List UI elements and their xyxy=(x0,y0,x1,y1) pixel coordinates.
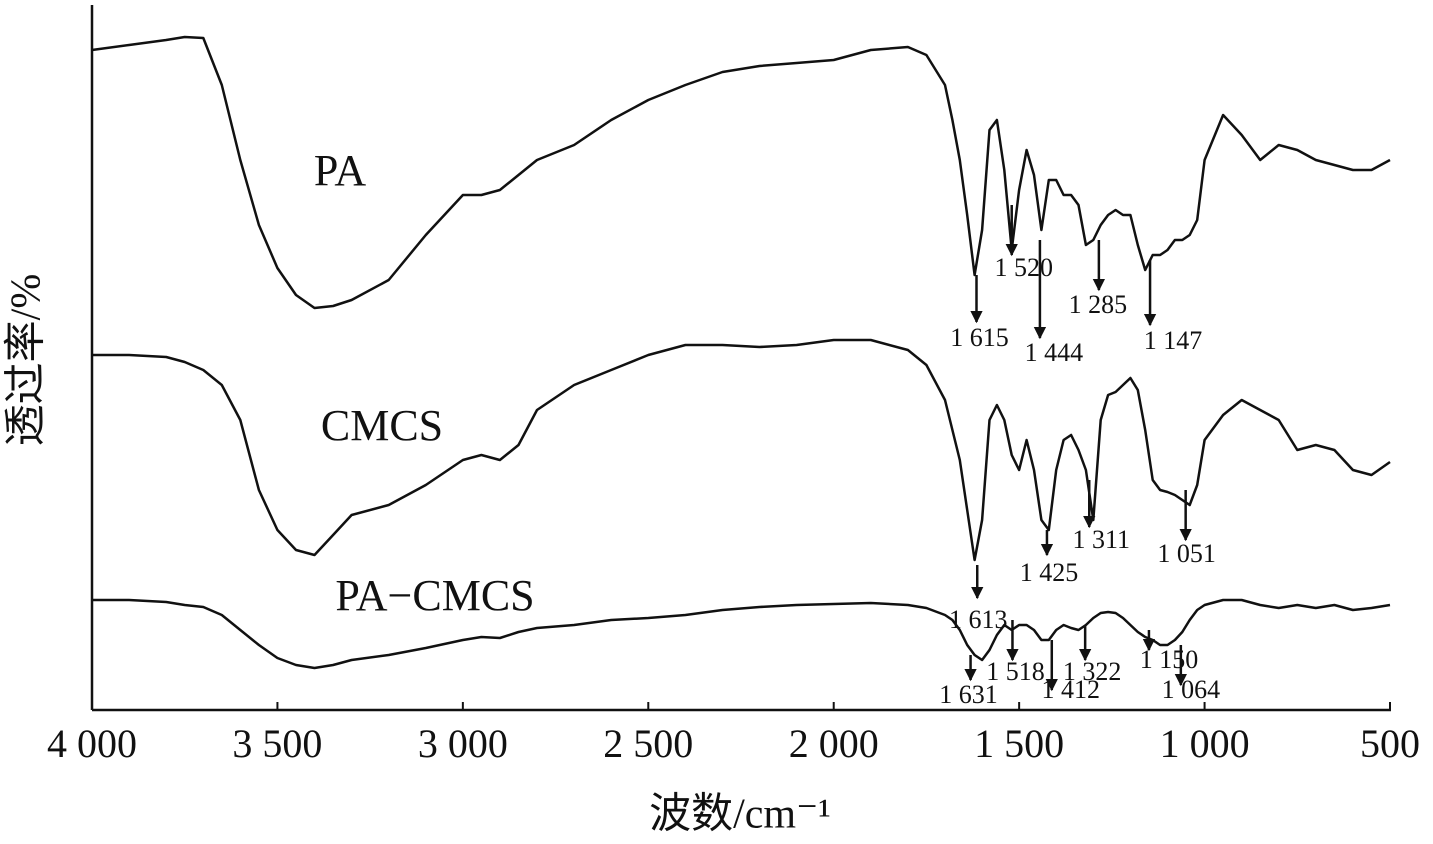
series-label: PA−CMCS xyxy=(335,571,534,620)
x-tick-label: 1 000 xyxy=(1160,721,1250,766)
series-label: PA xyxy=(314,146,366,195)
annotation-label: 1 322 xyxy=(1063,657,1122,686)
spectrum-line xyxy=(91,35,1391,310)
x-tick-label: 500 xyxy=(1360,721,1420,766)
annotation-label: 1 613 xyxy=(949,605,1008,634)
annotation-label: 1 150 xyxy=(1140,645,1199,674)
annotation-label: 1 285 xyxy=(1069,290,1128,319)
annotation-label: 1 615 xyxy=(950,323,1009,352)
x-tick-label: 1 500 xyxy=(974,721,1064,766)
spectrum-line xyxy=(92,338,1391,562)
x-axis-label: 波数/cm⁻¹ xyxy=(649,792,831,838)
annotation-label: 1 520 xyxy=(994,253,1053,282)
x-tick-label: 3 000 xyxy=(418,721,508,766)
annotation-label: 1 412 xyxy=(1042,675,1101,704)
annotation-label: 1 518 xyxy=(986,657,1045,686)
x-tick-label: 2 000 xyxy=(789,721,879,766)
annotation-label: 1 311 xyxy=(1072,525,1130,554)
y-axis-label: 透过率/% xyxy=(3,274,50,447)
annotation-label: 1 444 xyxy=(1025,338,1084,367)
spectrum-line xyxy=(92,598,1391,670)
annotation-label: 1 147 xyxy=(1144,326,1203,355)
annotation-label: 1 425 xyxy=(1020,558,1079,587)
x-tick-label: 3 500 xyxy=(232,721,322,766)
annotation-label: 1 631 xyxy=(939,680,998,709)
annotation-label: 1 064 xyxy=(1162,675,1221,704)
x-tick-label: 2 500 xyxy=(603,721,693,766)
x-tick-label: 4 000 xyxy=(47,721,137,766)
series-label: CMCS xyxy=(321,401,443,450)
annotation-label: 1 051 xyxy=(1157,539,1216,568)
